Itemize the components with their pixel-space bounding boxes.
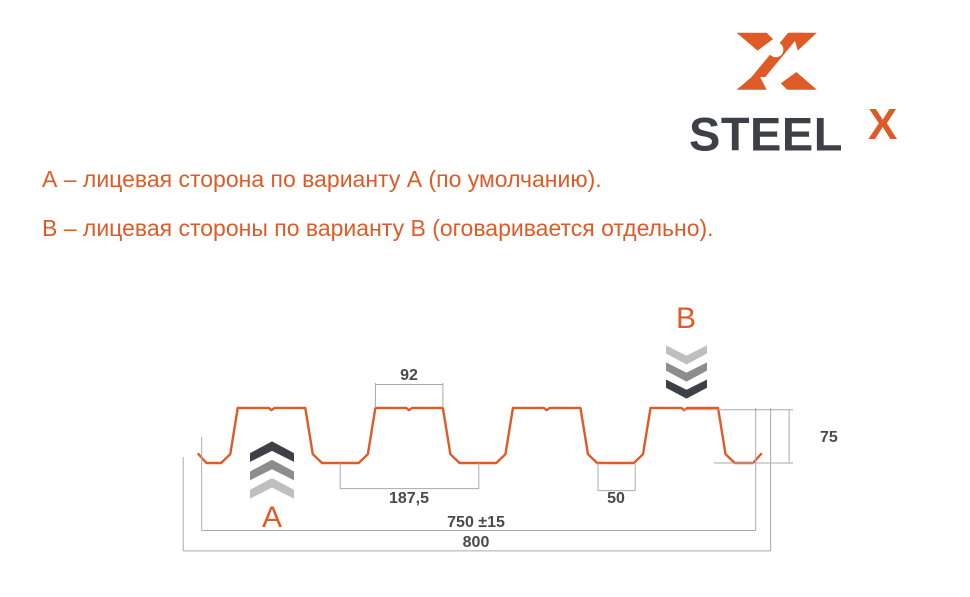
svg-text:187,5: 187,5 xyxy=(389,490,429,507)
svg-text:50: 50 xyxy=(607,490,625,507)
svg-text:800: 800 xyxy=(463,534,490,551)
svg-text:750 ±15: 750 ±15 xyxy=(447,514,505,531)
svg-text:75: 75 xyxy=(820,429,838,446)
svg-text:92: 92 xyxy=(400,367,418,384)
svg-text:B: B xyxy=(676,302,696,335)
svg-text:A: A xyxy=(262,501,282,534)
